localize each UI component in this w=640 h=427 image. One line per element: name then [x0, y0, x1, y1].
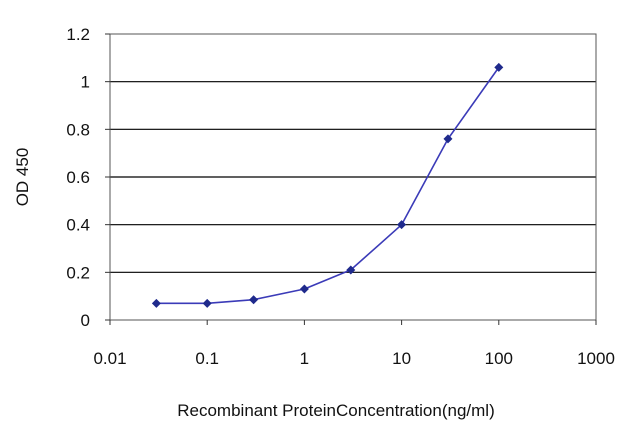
y-axis-title: OD 450: [13, 148, 32, 207]
data-point-4: [346, 265, 356, 275]
data-point-5: [397, 220, 407, 230]
x-tick-label-5: 1000: [577, 349, 615, 368]
data-point-6: [443, 134, 453, 144]
data-series: [151, 62, 504, 308]
data-point-3: [299, 284, 309, 294]
y-tick-label-4: 0.8: [66, 120, 90, 139]
series-line-0: [156, 66, 500, 305]
x-tick-label-2: 1: [300, 349, 309, 368]
grid-lines: [110, 81, 596, 273]
x-tick-label-1: 0.1: [195, 349, 219, 368]
data-point-7: [494, 62, 504, 72]
x-tick-label-0: 0.01: [93, 349, 126, 368]
y-tick-label-6: 1.2: [66, 25, 90, 44]
y-tick-label-2: 0.4: [66, 216, 90, 235]
x-axis-title: Recombinant ProteinConcentration(ng/ml): [177, 401, 495, 420]
y-axis-ticks: 0 0.2 0.4 0.6 0.8 1 1.2: [66, 25, 110, 330]
x-tick-label-3: 10: [392, 349, 411, 368]
y-tick-label-1: 0.2: [66, 263, 90, 282]
data-point-0: [151, 298, 161, 308]
y-tick-label-0: 0: [81, 311, 90, 330]
x-axis-ticks: 0.01 0.1 1 10 100 1000: [93, 320, 615, 368]
y-tick-label-5: 1: [81, 73, 90, 92]
data-point-1: [202, 298, 212, 308]
y-tick-label-3: 0.6: [66, 168, 90, 187]
data-point-2: [249, 295, 259, 305]
x-tick-label-4: 100: [485, 349, 513, 368]
